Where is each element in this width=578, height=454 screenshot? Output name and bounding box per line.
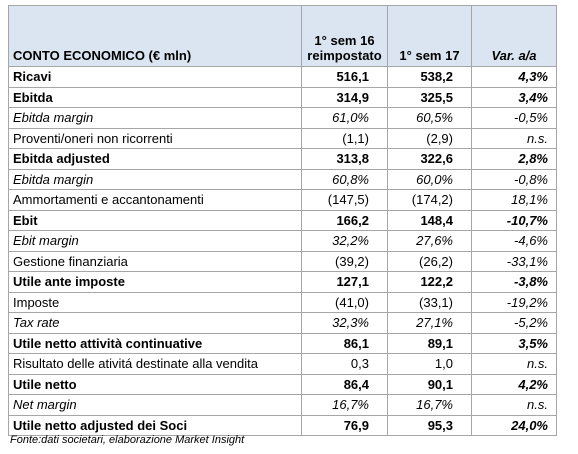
value-cell: (147,5) (301, 189, 388, 211)
value-cell: (1,1) (301, 127, 388, 149)
row-label: Utile netto (8, 373, 302, 395)
row: Proventi/oneri non ricorrenti (1,1) (2,9) n… (8, 127, 557, 149)
row-label: Ebit margin (8, 230, 302, 252)
row: Ebit 166,2 148,4 -10,7% (8, 209, 557, 231)
value-cell: 86,4 (301, 373, 388, 395)
row-label: Imposte (8, 291, 302, 313)
value-cell: -0,8% (471, 168, 557, 190)
header-cell: Var. a/a (471, 5, 557, 67)
row-label: Ammortamenti e accantonamenti (8, 189, 302, 211)
row: Gestione finanziaria (39,2) (26,2) -33,1% (8, 250, 557, 272)
value-cell: 538,2 (387, 66, 472, 88)
value-cell: 322,6 (387, 148, 472, 170)
row-label: Utile ante imposte (8, 271, 302, 293)
value-cell: n.s. (471, 394, 557, 416)
row: Ebitda margin 60,8% 60,0% -0,8% (8, 168, 557, 190)
value-cell: 32,3% (301, 312, 388, 334)
value-cell: (2,9) (387, 127, 472, 149)
value-cell: 90,1 (387, 373, 472, 395)
row-label: Ebitda margin (8, 107, 302, 129)
row: Net margin 16,7% 16,7% n.s. (8, 394, 557, 416)
value-cell: -10,7% (471, 209, 557, 231)
value-cell: (26,2) (387, 250, 472, 272)
row: Tax rate 32,3% 27,1% -5,2% (8, 312, 557, 334)
row-label: Ebitda (8, 86, 302, 108)
value-cell: (41,0) (301, 291, 388, 313)
row-label: Utile netto attività continuative (8, 332, 302, 354)
value-cell: 122,2 (387, 271, 472, 293)
value-cell: 166,2 (301, 209, 388, 231)
value-cell: -33,1% (471, 250, 557, 272)
value-cell: -5,2% (471, 312, 557, 334)
row: Risultato delle ativitá destinate alla v… (8, 353, 557, 375)
value-cell: 148,4 (387, 209, 472, 231)
value-cell: 61,0% (301, 107, 388, 129)
value-cell: 24,0% (471, 414, 557, 436)
value-cell: 314,9 (301, 86, 388, 108)
value-cell: 18,1% (471, 189, 557, 211)
value-cell: 313,8 (301, 148, 388, 170)
row: Ebitda 314,9 325,5 3,4% (8, 86, 557, 108)
value-cell: 60,0% (387, 168, 472, 190)
value-cell: 60,8% (301, 168, 388, 190)
value-cell: 1,0 (387, 353, 472, 375)
value-cell: 325,5 (387, 86, 472, 108)
header-cell: CONTO ECONOMICO (€ mln) (8, 5, 302, 67)
value-cell: (39,2) (301, 250, 388, 272)
row: Ebitda margin 61,0% 60,5% -0,5% (8, 107, 557, 129)
value-cell: 76,9 (301, 414, 388, 436)
row-label: Risultato delle ativitá destinate alla v… (8, 353, 302, 375)
value-cell: 86,1 (301, 332, 388, 354)
value-cell: 16,7% (301, 394, 388, 416)
value-cell: (174,2) (387, 189, 472, 211)
value-cell: 60,5% (387, 107, 472, 129)
row-label: Gestione finanziaria (8, 250, 302, 272)
row-label: Tax rate (8, 312, 302, 334)
row-label: Utile netto adjusted dei Soci (8, 414, 302, 436)
row-label: Ebit (8, 209, 302, 231)
value-cell: -3,8% (471, 271, 557, 293)
value-cell: 4,2% (471, 373, 557, 395)
row: Utile netto adjusted dei Soci 76,9 95,3 24,… (8, 414, 557, 436)
value-cell: -0,5% (471, 107, 557, 129)
row-label: Ebitda margin (8, 168, 302, 190)
value-cell: 0,3 (301, 353, 388, 375)
value-cell: n.s. (471, 127, 557, 149)
row: Utile ante imposte 127,1 122,2 -3,8% (8, 271, 557, 293)
value-cell: 4,3% (471, 66, 557, 88)
header-cell: 1° sem 17 (387, 5, 472, 67)
value-cell: 89,1 (387, 332, 472, 354)
row: Ebit margin 32,2% 27,6% -4,6% (8, 230, 557, 252)
value-cell: 32,2% (301, 230, 388, 252)
value-cell: 516,1 (301, 66, 388, 88)
value-cell: (33,1) (387, 291, 472, 313)
value-cell: 2,8% (471, 148, 557, 170)
value-cell: 95,3 (387, 414, 472, 436)
value-cell: -19,2% (471, 291, 557, 313)
row-label: Ricavi (8, 66, 302, 88)
value-cell: 16,7% (387, 394, 472, 416)
value-cell: n.s. (471, 353, 557, 375)
footnote: Fonte:dati societari, elaborazione Marke… (10, 434, 245, 446)
row: Utile netto 86,4 90,1 4,2% (8, 373, 557, 395)
row-label: Proventi/oneri non ricorrenti (8, 127, 302, 149)
value-cell: -4,6% (471, 230, 557, 252)
header-row: CONTO ECONOMICO (€ mln) 1° sem 16 reimpo… (8, 5, 557, 67)
header-cell: 1° sem 16 reimpostato (301, 5, 388, 67)
row: Ebitda adjusted 313,8 322,6 2,8% (8, 148, 557, 170)
row: Ammortamenti e accantonamenti (147,5) (174… (8, 189, 557, 211)
value-cell: 127,1 (301, 271, 388, 293)
value-cell: 27,6% (387, 230, 472, 252)
income-table: CONTO ECONOMICO (€ mln) 1° sem 16 reimpo… (8, 5, 557, 436)
row-label: Ebitda adjusted (8, 148, 302, 170)
row: Ricavi 516,1 538,2 4,3% (8, 66, 557, 88)
row: Utile netto attività continuative 86,1 89,… (8, 332, 557, 354)
value-cell: 3,5% (471, 332, 557, 354)
value-cell: 3,4% (471, 86, 557, 108)
row-label: Net margin (8, 394, 302, 416)
row: Imposte (41,0) (33,1) -19,2% (8, 291, 557, 313)
value-cell: 27,1% (387, 312, 472, 334)
